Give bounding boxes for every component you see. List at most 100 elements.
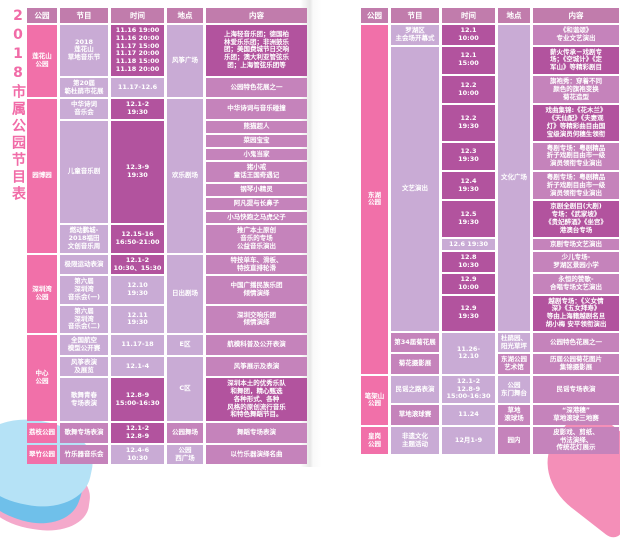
cell-program: 儿童音乐剧 (60, 120, 108, 224)
table-row: 第六届 深圳湾 音乐会(二) 12.11 19:30 深圳交响乐团 倾情演绎 (27, 305, 307, 334)
cell-time: 12.10 19:30 (111, 276, 164, 304)
cell-venue: 杜鹃园、 阳光草坪 (498, 332, 530, 353)
cell-content: 以竹乐器演绎名曲 (206, 444, 307, 465)
table-row: 歌舞青春 专场表演 12.8-9 15:00-16:30 深圳本土的优秀乐队 和舞团… (27, 378, 307, 422)
table-row: 公园 节目 时间 地点 内容 (361, 8, 619, 23)
cell-content: 京剧专场文艺演出 (533, 238, 619, 251)
cell-time: 12.1-4 (111, 356, 164, 377)
cell-content: 历届公园菊花图片 集锦摄影展 (533, 354, 619, 374)
cell-content: 熊猫超人 (206, 120, 307, 133)
schedule-table-left: 公园 节目 时间 地点 内容 莲花山 公园 2018 莲花山 草地音乐节 11.16 19:0… (24, 6, 310, 466)
cell-program: 罗湖区 主会场开幕式 (391, 25, 439, 45)
cell-content: 风筝展示及表演 (206, 356, 307, 377)
cell-content: 小鬼当家 (206, 148, 307, 161)
cell-content: 舞蹈专场表演 (206, 423, 307, 443)
cell-content: 猪小戒 童话王国奇遇记 (206, 162, 307, 182)
table-row: 风筝表演 及展览 12.1-4 C区 风筝展示及表演 (27, 356, 307, 422)
cell-content: 中国广播民族乐团 倾情演绎 (206, 276, 307, 304)
table-row: 12.6 19:30 京剧专场文艺演出 (361, 238, 619, 251)
column-header: 内容 (533, 8, 619, 23)
cell-program: 全国航空 模型公开赛 (60, 335, 108, 355)
table-row: 12.9 10:00 永恒的赞歌- 合唱专场文艺演出 (361, 273, 619, 294)
cell-program: 竹乐器音乐会 (60, 444, 108, 465)
cell-content: 上海轻音乐团；德国柏 林爱乐乐团；非洲鼓乐 团；美国费城节日交响 乐团；澳大利亚… (206, 25, 307, 76)
table-row: 笔架山 公园 民谣之路表演 12.1-2 12.8-9 15:00-16:30 公园 … (361, 375, 619, 425)
cell-time: 12月1-9 (442, 426, 495, 455)
column-header: 节目 (391, 8, 439, 23)
cell-content: 阿凡提与长鼻子 (206, 197, 307, 210)
cell-venue: 风筝广场 (167, 25, 203, 98)
cell-park: 笔架山 公园 (361, 375, 388, 425)
cell-venue: 公园舞场 (167, 423, 203, 443)
cell-program: 歌舞专场表演 (60, 423, 108, 443)
cell-time: 12.15-16 16:50-21:00 (111, 225, 164, 253)
cell-content: 中华诗词与音乐碰撞 (206, 99, 307, 119)
cell-program: 第34届菊花展 (391, 332, 439, 353)
cell-park: 翠竹公园 (27, 444, 57, 465)
cell-time: 12.4-6 10:30 (111, 444, 164, 465)
cell-content: 小马快跑之马虎父子 (206, 211, 307, 224)
cell-program: 民谣之路表演 (391, 375, 439, 404)
table-row: 园博园 中华诗词 音乐会 12.1-2 19:30 欢乐剧场 中华诗词与音乐碰撞 (27, 99, 307, 253)
cell-time: 11.24 (442, 405, 495, 425)
schedule-table-right: 公园 节目 时间 地点 内容东湖 公园 罗湖区 主会场开幕式 12.1 10:00 文化广场《… (358, 6, 620, 456)
cell-venue: 园内 (498, 426, 530, 455)
cell-venue: C区 (167, 356, 203, 422)
cell-venue: 公园 西广场 (167, 444, 203, 465)
table-row: 深圳湾 公园 极限运动表演 12.1-2 10:30、15:30 日出剧场 特技单车、滑… (27, 254, 307, 334)
table-row: 阿凡提与长鼻子 (27, 197, 307, 210)
table-row: 草地滚球赛 11.24 草地 滚球场 “深港穗” 草地滚球三地赛 (361, 405, 619, 425)
table-row: 皇岗 公园 非遗文化 主题活动 12月1-9 园内 皮影戏、剪纸、 书法演绎、 传统花灯… (361, 426, 619, 455)
cell-content: 公园特色花展之一 (206, 77, 307, 98)
column-header: 内容 (206, 8, 307, 23)
cell-time: 12.2 19:30 (442, 105, 495, 141)
table-row: 东湖 公园 罗湖区 主会场开幕式 12.1 10:00 文化广场 《和谐颂》 专业文艺演… (361, 25, 619, 374)
cell-program: 中华诗词 音乐会 (60, 99, 108, 119)
cell-content: 深圳本土的优秀乐队 和舞团，精心甄选 各种形式、各种 风格的原创流行音乐 和特色… (206, 378, 307, 422)
cell-content: 京剧全剧目(大剧) 专场：《武家坡》 《贵妃醉酒》《坐宫》 港澳台专场 (533, 201, 619, 237)
cell-program: 极限运动表演 (60, 254, 108, 275)
table-row: 12.8 10:30 少儿专场- 罗湖区景园小学 (361, 252, 619, 272)
cell-time: 12.3 19:30 (442, 142, 495, 170)
cell-venue: 文化广场 (498, 25, 530, 331)
table-row: 菊花摄影展 东湖公园 艺术馆 历届公园菊花图片 集锦摄影展 (361, 354, 619, 374)
cell-park: 东湖 公园 (361, 25, 388, 374)
cell-time: 12.1-2 12.8-9 (111, 423, 164, 443)
cell-program: 第六届 深圳湾 音乐会(一) (60, 276, 108, 304)
table-row: 钢琴小精灵 (27, 183, 307, 196)
table-row: 文艺演出 12.1 15:00 薪火传承－戏剧专 场；《空城计》《定 军山》等精彩剧… (361, 46, 619, 331)
cell-time: 12.1-2 10:30、15:30 (111, 254, 164, 275)
cell-time: 11.16 19:00 11.16 20:00 11.17 15:00 11.1… (111, 25, 164, 76)
table-row: 第20届 簕杜鹃市花展 11.17-12.6 公园特色花展之一 (27, 77, 307, 98)
cell-program: 第20届 簕杜鹃市花展 (60, 77, 108, 98)
table-row: 莲花山 公园 2018 莲花山 草地音乐节 11.16 19:00 11.16 20… (27, 25, 307, 98)
cell-content: 公园特色花展之一 (533, 332, 619, 353)
cell-park: 荔枝公园 (27, 423, 57, 443)
column-header: 地点 (498, 8, 530, 23)
cell-program: 文艺演出 (391, 46, 439, 331)
cell-time: 12.1-2 19:30 (111, 99, 164, 119)
table-row: 12.2 19:30 戏曲集锦:《花木兰》 《天仙配》《夫妻观 灯》等精彩曲目由国… (361, 105, 619, 141)
table-row: 燃动鹏城- 2018福田 文创音乐周 12.15-16 16:50-21:00 推广… (27, 225, 307, 253)
cell-content: 永恒的赞歌- 合唱专场文艺演出 (533, 273, 619, 294)
cell-time: 12.1-2 12.8-9 15:00-16:30 (442, 375, 495, 404)
cell-time: 12.5 19:30 (442, 201, 495, 237)
cell-venue: 公园 东门舞台 (498, 375, 530, 404)
cell-content: 粤剧专场：粤剧精品 折子戏剧目由市一级 演员领衔专业演出 (533, 171, 619, 200)
cell-content: 越剧专场：《义女情 深》《五女拜寿》 等由上海籍越剧名旦 胡小梅 安平领衔演出 (533, 295, 619, 331)
table-row: 第34届菊花展 11.26- 12.10 杜鹃园、 阳光草坪 公园特色花展之一 (361, 332, 619, 374)
cell-content: 推广本土原创 音乐的专场 公益音乐演出 (206, 225, 307, 253)
cell-time: 12.8 10:30 (442, 252, 495, 272)
cell-content: 旗袍秀：穿着不同 颜色的旗袍变换 菊花造型 (533, 75, 619, 104)
column-header: 公园 (27, 8, 57, 23)
table-right-body: 公园 节目 时间 地点 内容东湖 公园 罗湖区 主会场开幕式 12.1 10:00 文化广场《… (361, 8, 619, 455)
cell-content: 薪火传承－戏剧专 场；《空城计》《定 军山》等精彩剧目 (533, 46, 619, 74)
table-row: 12.9 19:30 越剧专场：《义女情 深》《五女拜寿》 等由上海籍越剧名旦 胡… (361, 295, 619, 331)
page-title: 2018市属公园节目表 (10, 8, 26, 203)
cell-program: 非遗文化 主题活动 (391, 426, 439, 455)
cell-venue: 日出剧场 (167, 254, 203, 334)
column-header: 节目 (60, 8, 108, 23)
cell-content: 深圳交响乐团 倾情演绎 (206, 305, 307, 334)
cell-time: 12.9 10:00 (442, 273, 495, 294)
